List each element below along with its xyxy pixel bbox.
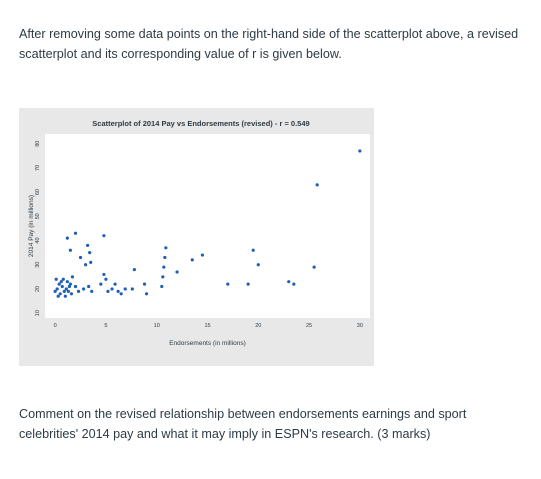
data-point [62,289,66,293]
y-tick-label: 30 [35,262,41,268]
data-point [73,231,78,235]
data-point [67,284,71,289]
data-point [161,275,165,279]
intro-text: After removing some data points on the r… [19,27,519,61]
question-text: Comment on the revised relationship betw… [19,407,467,441]
data-point [226,282,230,286]
data-point [89,260,93,264]
data-point [65,236,69,240]
y-tick-label: 70 [35,165,41,171]
data-point [106,289,110,293]
data-point [162,265,166,269]
x-axis-label: Endorsements (in millions) [169,340,246,347]
data-point [132,267,136,272]
data-point [68,248,72,252]
data-point [90,289,94,293]
data-point [54,277,58,281]
x-tick-label: 15 [204,323,210,329]
data-point [81,287,86,291]
data-point [130,287,134,291]
data-point [65,280,69,284]
plot-area [45,134,370,318]
data-point [200,253,205,257]
data-point [69,292,74,296]
y-axis-ticks: 10 20 30 40 50 60 70 80 [35,141,41,317]
y-tick-label: 40 [35,237,41,243]
data-point [315,183,319,187]
data-point [73,284,78,289]
x-tick-label: 5 [104,323,107,329]
data-point [86,243,90,247]
data-point [123,287,127,291]
data-point [251,248,255,252]
data-point [102,234,106,238]
data-point [99,282,103,286]
data-point [287,280,291,284]
data-point [53,289,57,293]
data-point [292,282,296,286]
data-points [53,149,362,298]
y-tick-label: 20 [35,286,41,292]
data-point [55,287,59,291]
scatterplot-figure: Scatterplot of 2014 Pay vs Endorsements … [19,108,374,371]
data-point [56,294,60,298]
data-point [84,263,88,267]
data-point [66,289,70,293]
data-point [142,282,147,286]
data-point [60,284,64,289]
data-point [163,255,167,260]
x-tick-label: 10 [154,323,160,329]
y-tick-label: 10 [35,310,41,316]
x-tick-label: 30 [357,323,363,329]
data-point [64,287,68,291]
data-point [246,282,250,286]
data-point [58,292,62,296]
data-point [87,284,91,289]
data-point [61,277,65,281]
data-point [59,280,63,284]
data-point [312,265,316,269]
data-point [175,270,179,274]
data-point [104,277,108,281]
data-point [110,287,114,291]
y-tick-label: 50 [35,213,41,219]
x-tick-label: 0 [54,323,57,329]
x-axis-ticks: 0 5 10 15 20 25 30 [54,323,363,329]
data-point [78,255,83,260]
data-point [164,246,168,250]
data-point [119,292,123,296]
data-point [358,149,362,153]
data-point [68,282,72,286]
data-point [160,284,164,289]
chart-title: Scatterplot of 2014 Pay vs Endorsements … [92,119,309,128]
data-point [70,275,75,279]
y-tick-label: 60 [35,189,41,195]
data-point [76,289,81,293]
data-point [57,282,61,286]
x-tick-label: 20 [255,323,261,329]
data-point [190,258,194,262]
x-tick-label: 25 [306,323,312,329]
data-point [102,272,106,277]
data-point [88,251,92,255]
scatterplot-chart: Scatterplot of 2014 Pay vs Endorsements … [19,108,374,366]
data-point [116,289,120,293]
y-axis-label: 2014 Pay (in millions) [28,195,35,257]
y-tick-label: 80 [35,141,41,147]
data-point [144,292,149,296]
data-point [256,263,260,267]
data-point [63,294,67,298]
data-point [113,282,117,286]
